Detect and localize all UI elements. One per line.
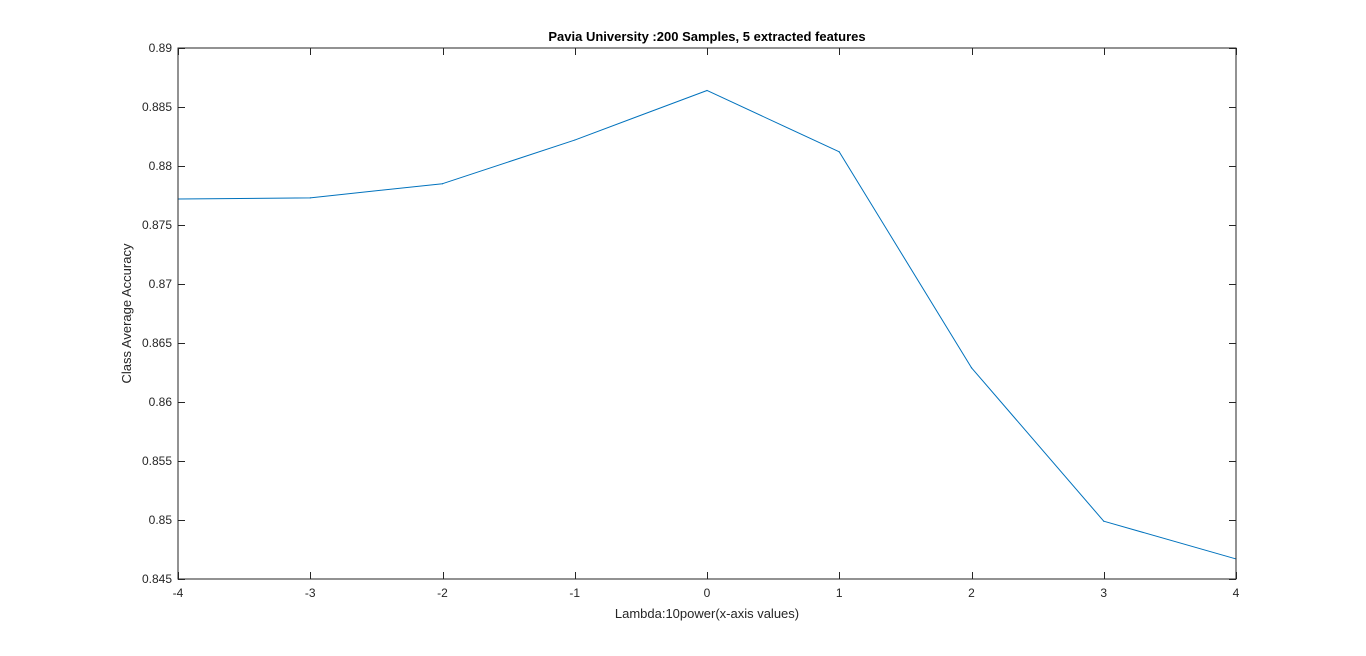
x-tick-label: -2 <box>437 586 448 600</box>
x-tick-label: 0 <box>704 586 711 600</box>
x-tick-label: 1 <box>836 586 843 600</box>
y-tick-label: 0.865 <box>142 336 172 350</box>
y-tick-label: 0.89 <box>149 41 173 55</box>
y-tick-label: 0.855 <box>142 454 172 468</box>
y-tick-label: 0.87 <box>149 277 173 291</box>
x-tick-label: -3 <box>305 586 316 600</box>
y-tick-label: 0.86 <box>149 395 173 409</box>
plot-box <box>177 47 1237 580</box>
plot-area <box>178 48 1236 579</box>
chart-title: Pavia University :200 Samples, 5 extract… <box>548 29 865 44</box>
y-tick-label: 0.885 <box>142 100 172 114</box>
data-point <box>441 183 444 185</box>
x-axis-label: Lambda:10power(x-axis values) <box>615 606 799 621</box>
data-point <box>1103 520 1105 522</box>
y-tick-label: 0.85 <box>149 513 173 527</box>
y-tick-label: 0.875 <box>142 218 172 232</box>
data-point <box>838 151 840 153</box>
y-tick-label: 0.845 <box>142 572 172 586</box>
data-point <box>706 89 708 92</box>
x-tick-label: -1 <box>569 586 580 600</box>
data-point <box>309 197 311 199</box>
data-point <box>970 367 973 369</box>
x-tick-label: 3 <box>1100 586 1107 600</box>
x-tick-label: 4 <box>1233 586 1240 600</box>
x-tick-label: 2 <box>968 586 975 600</box>
x-tick-label: -4 <box>173 586 184 600</box>
y-tick-label: 0.88 <box>149 159 173 173</box>
data-point <box>574 139 576 141</box>
y-axis-label: Class Average Accuracy <box>119 243 134 383</box>
